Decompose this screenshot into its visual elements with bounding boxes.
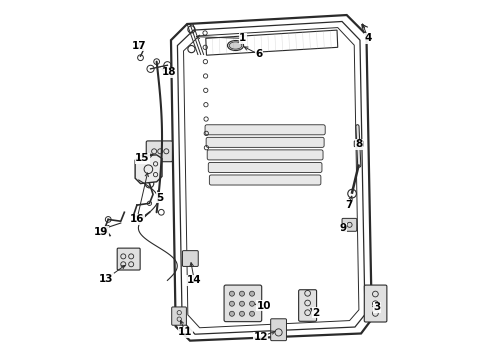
Text: 10: 10 — [257, 301, 271, 311]
Circle shape — [239, 301, 244, 306]
Text: 13: 13 — [99, 274, 113, 284]
FancyBboxPatch shape — [209, 175, 320, 185]
Ellipse shape — [227, 41, 243, 50]
Text: 11: 11 — [178, 327, 192, 337]
Text: 12: 12 — [253, 332, 267, 342]
Text: 15: 15 — [135, 153, 149, 163]
FancyBboxPatch shape — [207, 150, 323, 160]
FancyBboxPatch shape — [117, 248, 140, 270]
Text: 9: 9 — [339, 224, 346, 233]
Text: 1: 1 — [239, 33, 246, 43]
Text: 4: 4 — [364, 33, 371, 43]
Circle shape — [239, 291, 244, 296]
Text: 14: 14 — [186, 275, 201, 285]
Text: 7: 7 — [344, 200, 351, 210]
Circle shape — [355, 141, 361, 147]
Circle shape — [249, 311, 254, 316]
Text: 5: 5 — [156, 193, 163, 203]
Text: 17: 17 — [131, 41, 146, 50]
FancyBboxPatch shape — [353, 141, 362, 147]
Circle shape — [229, 311, 234, 316]
FancyBboxPatch shape — [224, 285, 261, 321]
Polygon shape — [135, 155, 162, 184]
Circle shape — [239, 311, 244, 316]
Text: 2: 2 — [312, 308, 319, 318]
FancyBboxPatch shape — [206, 137, 324, 147]
Text: 3: 3 — [373, 302, 380, 312]
FancyBboxPatch shape — [270, 319, 286, 341]
Circle shape — [249, 301, 254, 306]
Circle shape — [229, 301, 234, 306]
FancyBboxPatch shape — [364, 285, 386, 322]
Circle shape — [249, 291, 254, 296]
FancyBboxPatch shape — [171, 307, 186, 325]
FancyBboxPatch shape — [204, 125, 325, 135]
FancyBboxPatch shape — [146, 141, 172, 162]
Text: 6: 6 — [255, 49, 262, 59]
Circle shape — [229, 291, 234, 296]
FancyBboxPatch shape — [298, 290, 316, 321]
Text: 19: 19 — [94, 227, 108, 237]
FancyBboxPatch shape — [182, 251, 198, 266]
FancyBboxPatch shape — [341, 219, 356, 231]
FancyBboxPatch shape — [208, 162, 321, 172]
Text: 8: 8 — [355, 139, 362, 149]
Text: 18: 18 — [162, 67, 176, 77]
Text: 16: 16 — [129, 215, 144, 224]
